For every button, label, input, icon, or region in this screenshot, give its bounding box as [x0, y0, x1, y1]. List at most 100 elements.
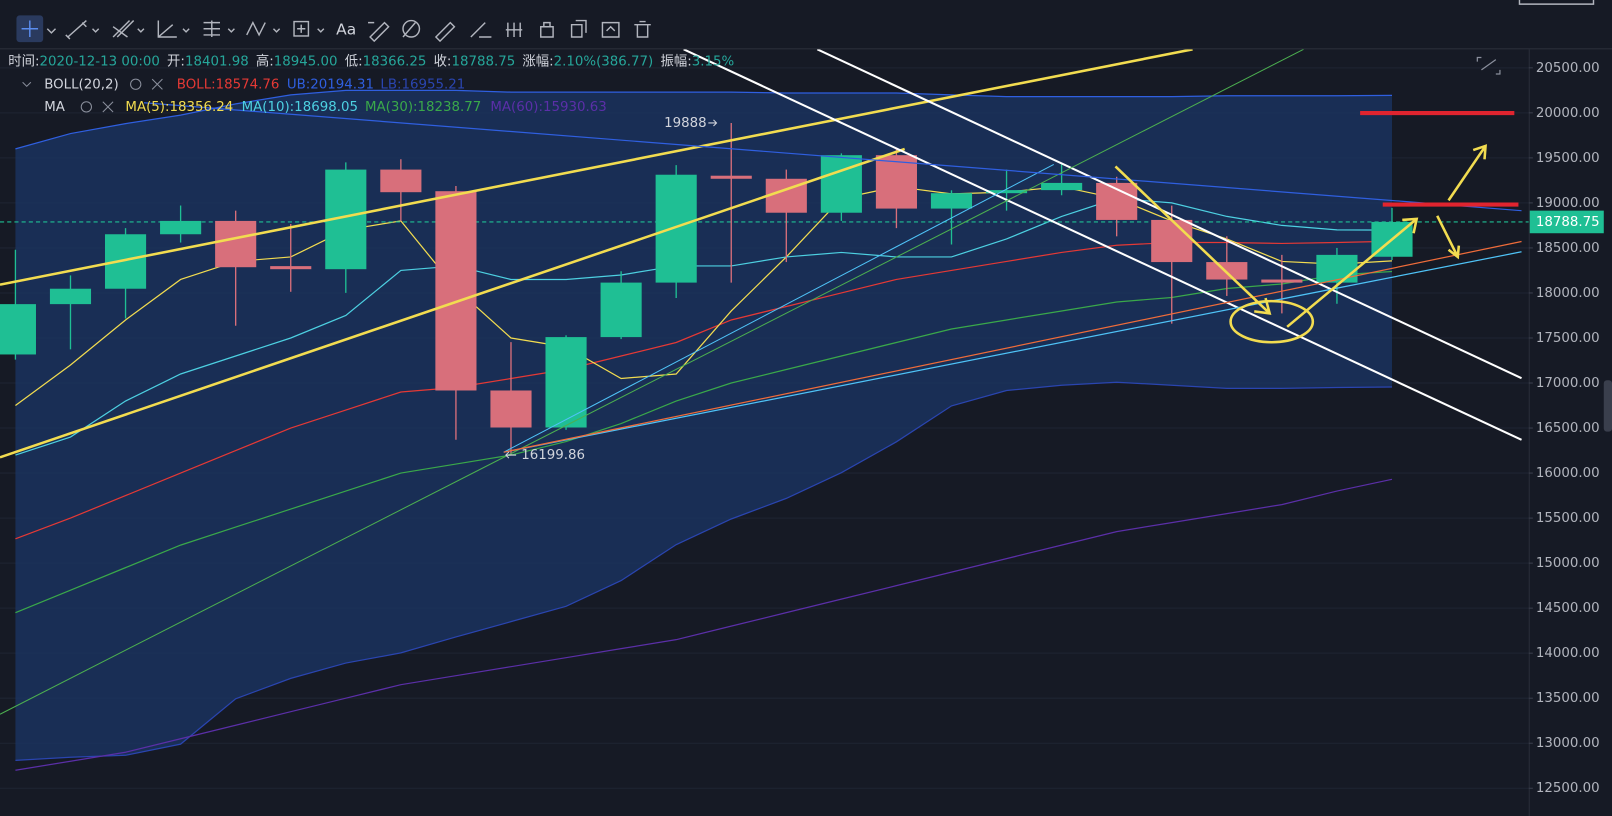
fullscreen-icon[interactable]	[1476, 56, 1501, 75]
low-arrow	[505, 451, 517, 459]
resistance-line[interactable]	[143, 102, 1522, 212]
info-value: 18788.75	[451, 55, 515, 70]
circle-highlight[interactable]	[1229, 299, 1315, 344]
candle-body	[930, 193, 973, 209]
arrow[interactable]	[1447, 144, 1487, 202]
arrows	[1114, 144, 1487, 344]
indicator-line	[15, 381, 1393, 761]
pen-icon[interactable]	[470, 22, 492, 38]
angle-icon[interactable]	[157, 20, 177, 38]
candle-body	[215, 220, 257, 268]
visibility-icon[interactable]	[601, 21, 620, 38]
indicator-line	[15, 89, 1392, 150]
info-value: 18401.98	[185, 55, 249, 70]
arrow[interactable]	[1286, 217, 1419, 328]
shape-icon[interactable]	[293, 20, 310, 37]
fan-line[interactable]	[0, 49, 1304, 715]
remove-icon[interactable]	[151, 78, 163, 90]
toolbar	[16, 0, 1595, 43]
info-label: 时间:	[8, 54, 39, 70]
candle-body	[985, 190, 1028, 194]
info-label: 高:	[256, 53, 274, 70]
fan-line[interactable]	[503, 163, 1055, 453]
indicator-line	[15, 197, 1392, 456]
settings-icon[interactable]	[80, 101, 93, 113]
candle-body	[710, 175, 752, 179]
dropdown-icon[interactable]	[182, 28, 190, 33]
remove-icon[interactable]	[102, 101, 114, 113]
fib-icon[interactable]	[203, 20, 221, 37]
collapse-icon	[22, 81, 32, 88]
high-arrow	[708, 119, 718, 127]
candle-body	[49, 288, 92, 305]
dropdown-icon[interactable]	[272, 28, 281, 33]
info-label: 收:	[434, 54, 452, 70]
trend-channel-line[interactable]	[0, 49, 1193, 286]
info-value: 2020-12-13 00:00	[39, 55, 159, 70]
candle-body	[545, 337, 587, 428]
candle-body	[270, 266, 312, 270]
arrow[interactable]	[1114, 165, 1272, 315]
dropdown-icon[interactable]	[46, 28, 57, 34]
info-value: 18945.00	[274, 55, 338, 70]
candle-body	[655, 174, 697, 283]
settings-icon[interactable]	[130, 78, 142, 90]
y-tick-label: 13500.00	[1536, 691, 1600, 706]
info-value: 3.15%	[692, 55, 734, 70]
info-value: 18366.25	[363, 55, 427, 70]
text-tool-button[interactable]: Aa	[336, 20, 356, 38]
fan-line[interactable]	[503, 251, 1522, 453]
candle-body	[1151, 219, 1193, 263]
ohlc-info: 时间:2020-12-13 00:00 开:18401.98 高:18945.00 低…	[8, 53, 734, 70]
y-tick-label: 14000.00	[1536, 646, 1600, 661]
wave-icon[interactable]	[246, 21, 266, 37]
pitchfork-icon[interactable]	[112, 20, 135, 38]
measure-icon[interactable]	[505, 22, 523, 37]
candle-body	[1206, 262, 1248, 280]
lock-icon[interactable]	[540, 21, 554, 38]
info-label: 涨幅:	[522, 54, 553, 70]
y-tick-label: 18500.00	[1536, 241, 1600, 256]
indicator-line	[15, 270, 1393, 614]
eraser-icon[interactable]	[402, 19, 421, 38]
y-tick-label: 18000.00	[1536, 286, 1600, 301]
y-tick-label: 15000.00	[1536, 556, 1600, 571]
arrow[interactable]	[1436, 215, 1461, 260]
brush-icon[interactable]	[368, 21, 390, 43]
candle-body	[435, 191, 477, 391]
candle-body	[1041, 182, 1083, 191]
legend-entry: MA(60):15930.63	[490, 100, 606, 115]
y-tick-label: 16500.00	[1536, 421, 1600, 436]
legend-entry: MA(5):18356.24	[125, 100, 233, 115]
delete-icon[interactable]	[634, 20, 651, 38]
y-tick-label: 19000.00	[1536, 196, 1600, 211]
dropdown-icon[interactable]	[227, 28, 235, 33]
copy-icon[interactable]	[570, 19, 587, 38]
plot-area	[0, 89, 1529, 771]
y-tick-label: 17500.00	[1536, 331, 1600, 346]
down-channel-line[interactable]	[683, 49, 1522, 441]
dropdown-icon[interactable]	[137, 28, 145, 33]
trendline-icon[interactable]	[65, 20, 87, 40]
y-tick-label: 16000.00	[1536, 466, 1600, 481]
last-price-tag	[1529, 210, 1604, 234]
indicator-line	[15, 478, 1393, 771]
ruler-icon[interactable]	[434, 21, 456, 43]
dropdown-icon[interactable]	[297, 24, 325, 33]
candle-body	[1316, 254, 1358, 283]
candle-body	[1261, 279, 1303, 283]
fan-line[interactable]	[503, 240, 1522, 453]
corner-button[interactable]	[1518, 0, 1595, 5]
legend-entry: LB:16955.21	[380, 77, 465, 92]
trend-channel-line[interactable]	[0, 147, 906, 459]
down-channel-line[interactable]	[816, 49, 1522, 380]
info-label: 开:	[167, 55, 185, 70]
y-tick-label: 13000.00	[1536, 736, 1600, 751]
candle-body	[380, 169, 422, 193]
crosshair-icon[interactable]	[21, 20, 39, 37]
high-label: 19888	[664, 116, 707, 131]
scroll-handle[interactable]	[1603, 380, 1612, 432]
dropdown-icon[interactable]	[92, 28, 100, 33]
